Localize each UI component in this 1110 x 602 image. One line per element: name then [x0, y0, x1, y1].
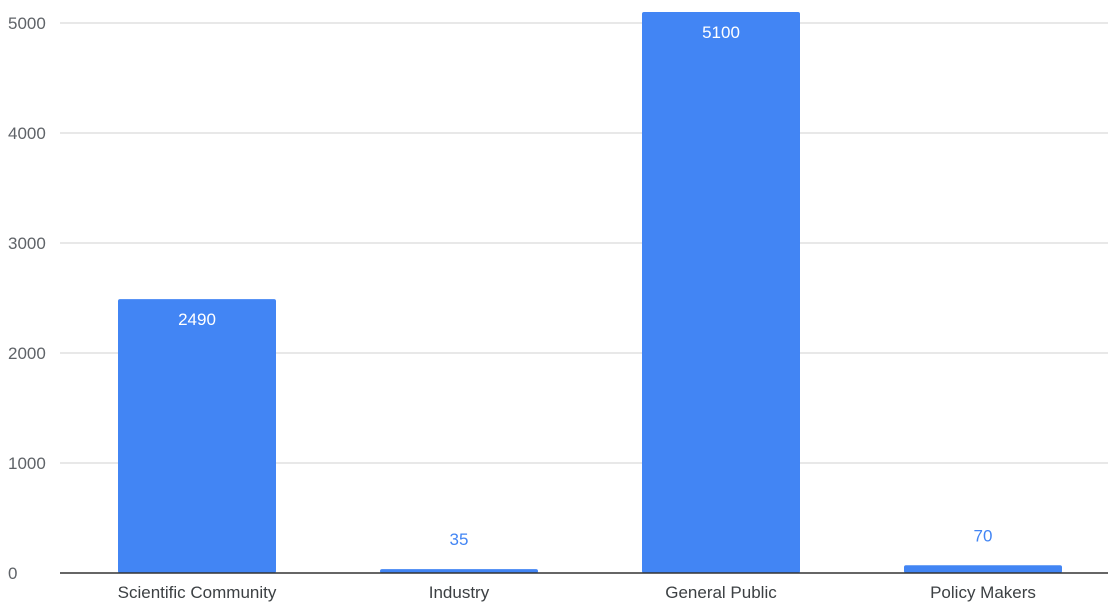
x-category-label: Policy Makers	[930, 583, 1036, 602]
bar	[642, 12, 800, 573]
data-label: 70	[974, 526, 993, 545]
x-category-label: General Public	[665, 583, 777, 602]
x-category-label: Scientific Community	[118, 583, 277, 602]
bar	[380, 569, 538, 573]
y-tick-label: 3000	[8, 234, 46, 253]
bar	[118, 299, 276, 573]
data-label: 35	[450, 530, 469, 549]
x-category-label: Industry	[429, 583, 490, 602]
data-label: 2490	[178, 310, 216, 329]
data-label: 5100	[702, 23, 740, 42]
y-tick-label: 4000	[8, 124, 46, 143]
y-axis-ticks: 0 1000 2000 3000 4000 5000	[8, 14, 46, 583]
y-tick-label: 1000	[8, 454, 46, 473]
x-axis-categories: Scientific Community Industry General Publ…	[118, 583, 1036, 602]
data-labels: 2490 35 5100 70	[178, 23, 992, 549]
y-tick-label: 5000	[8, 14, 46, 33]
y-tick-label: 2000	[8, 344, 46, 363]
y-tick-label: 0	[8, 564, 17, 583]
bars	[118, 12, 1062, 573]
bar	[904, 565, 1062, 573]
